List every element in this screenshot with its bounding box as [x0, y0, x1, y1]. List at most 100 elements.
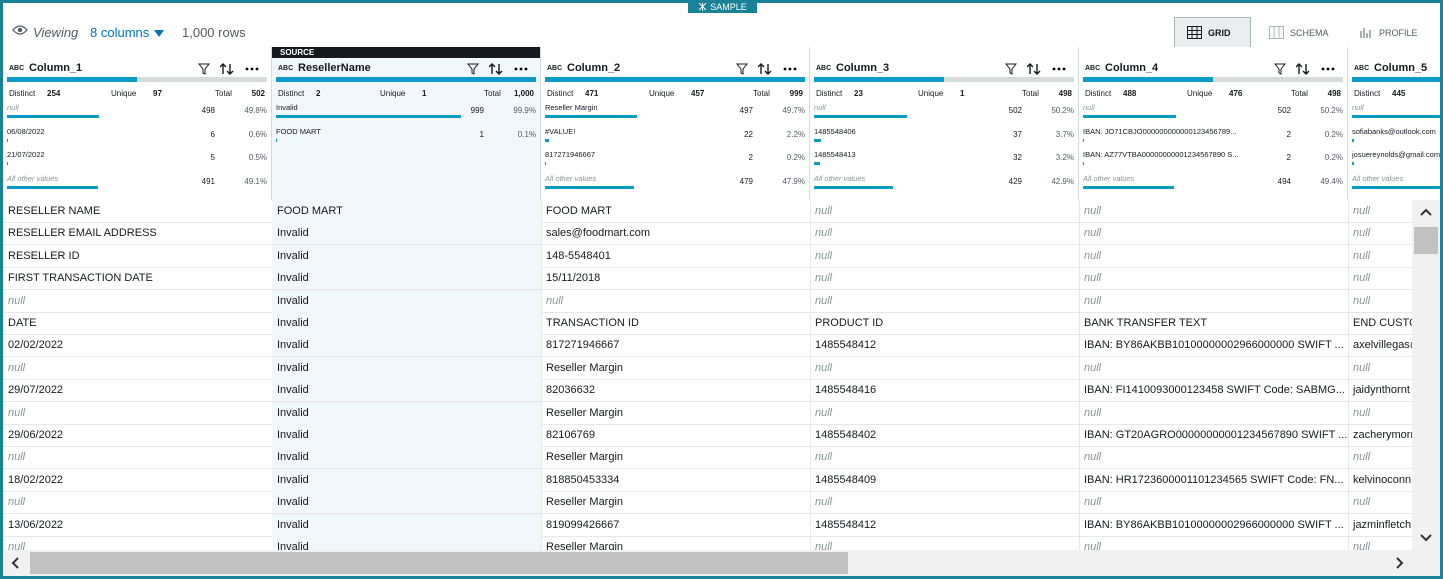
grid-cell: sales@foodmart.com: [541, 222, 811, 245]
sort-button[interactable]: [758, 63, 772, 75]
dropdown-caret: [154, 29, 165, 37]
column-type: ABC: [278, 65, 294, 72]
rows-count: 1,000 rows: [182, 25, 246, 40]
column-name: Column_3: [836, 62, 890, 74]
column-name: Column_5: [1374, 62, 1428, 74]
stat-value: 23: [854, 89, 863, 98]
stat-label: Unique: [1187, 89, 1213, 98]
scroll-up[interactable]: [1420, 208, 1432, 216]
top-value-bar: [1352, 138, 1354, 142]
grid-cell: 29/06/2022: [3, 424, 273, 446]
grid-cell: null: [3, 289, 273, 312]
grid-cell: 82036632: [541, 379, 811, 402]
horizontal-scrollbar[interactable]: [3, 550, 1440, 576]
source-label: SOURCE: [272, 47, 540, 58]
top-value-count: 429: [1008, 176, 1022, 186]
grid-cell: Reseller Margin: [541, 446, 811, 469]
completeness-bar: [1352, 77, 1440, 82]
grid-cell: kelvinoconn: [1348, 469, 1412, 491]
more-button[interactable]: [783, 63, 797, 75]
grid-cell: null: [1079, 289, 1349, 312]
stat-value: 445: [1392, 89, 1406, 98]
grid-cell: null: [1079, 401, 1349, 424]
more-button[interactable]: [1321, 63, 1335, 75]
grid-cell: null: [1079, 356, 1349, 379]
completeness-fill: [7, 77, 137, 82]
stat-value: 488: [1123, 89, 1137, 98]
grid-cell: Invalid: [272, 312, 542, 334]
grid-cell: null: [1079, 200, 1349, 222]
top-value-label: null: [7, 103, 19, 112]
more-button[interactable]: [514, 63, 528, 75]
columns-dropdown[interactable]: 8 columns: [90, 25, 165, 40]
grid-row: 02/02/2022 Invalid 817271946667 1485548412 I…: [3, 334, 1412, 358]
column-type: ABC: [547, 65, 563, 72]
sort-button[interactable]: [489, 63, 503, 75]
column-header: ABC Column_2 Distinct 471 Unique 457 Total 999 R…: [541, 47, 810, 200]
grid-cell: IBAN: GT20AGRO00000000001234567890 SWIFT…: [1079, 424, 1349, 446]
scroll-right[interactable]: [1396, 557, 1404, 569]
grid-cell: null: [1079, 536, 1349, 550]
vertical-scrollbar[interactable]: [1412, 200, 1440, 550]
filter-button[interactable]: [467, 63, 481, 75]
stat-label: Total: [484, 89, 501, 98]
top-value-label: Invalid: [276, 103, 298, 112]
grid-row: null Invalid Reseller Margin null null null: [3, 491, 1412, 515]
filter-button[interactable]: [198, 63, 212, 75]
profile-view-button[interactable]: PROFILE: [1348, 17, 1438, 48]
top-value-percent: 0.6%: [248, 129, 267, 139]
top-value-label: 1485548406: [814, 126, 856, 136]
top-value-label: null: [814, 103, 826, 112]
column-name: ResellerName: [298, 62, 371, 74]
stat-value: 1: [960, 89, 965, 98]
top-value-count: 502: [1277, 106, 1291, 115]
vertical-thumb[interactable]: [1414, 227, 1438, 254]
grid-cell: 1485548412: [810, 334, 1080, 357]
grid-cell: null: [541, 289, 811, 312]
viewing-label: Viewing: [33, 25, 79, 40]
filter-button[interactable]: [1274, 63, 1288, 75]
grid-cell: null: [1348, 446, 1412, 468]
sort-button[interactable]: [1296, 63, 1310, 75]
filter-button[interactable]: [1005, 63, 1019, 75]
completeness-fill: [1083, 77, 1213, 82]
grid-cell: null: [1079, 446, 1349, 469]
top-value-percent: 50.2%: [1051, 106, 1074, 115]
horizontal-thumb[interactable]: [30, 552, 848, 574]
grid-cell: Invalid: [272, 267, 542, 290]
grid-view-button[interactable]: GRID: [1174, 17, 1251, 48]
top-value-bar: [814, 115, 907, 118]
top-value-percent: 0.1%: [517, 129, 536, 139]
scroll-down[interactable]: [1420, 534, 1432, 542]
grid-row: RESELLER ID Invalid 148-5548401 null null nul…: [3, 244, 1412, 268]
grid-cell: null: [810, 536, 1080, 550]
grid-cell: null: [1079, 267, 1349, 290]
grid-cell: null: [3, 446, 273, 469]
sort-button[interactable]: [1027, 63, 1041, 75]
top-value-label: 06/08/2022: [7, 126, 45, 136]
grid-cell: IBAN: FI1410093000123458 SWIFT Code: SAB…: [1079, 379, 1349, 402]
grid-cell: Invalid: [272, 536, 542, 550]
sample-icon: [698, 3, 707, 11]
top-value-label: All other values: [814, 173, 866, 183]
sort-button[interactable]: [220, 63, 234, 75]
grid-cell: Invalid: [272, 424, 542, 446]
grid-cell: Reseller Margin: [541, 401, 811, 424]
schema-view-button[interactable]: SCHEMA: [1257, 17, 1342, 48]
grid-row: 29/06/2022 Invalid 82106769 1485548402 IBAN:…: [3, 424, 1412, 447]
grid-cell: null: [810, 267, 1080, 290]
more-button[interactable]: [1052, 63, 1066, 75]
top-value-count: 999: [470, 106, 484, 115]
top-value-label: All other values: [1083, 173, 1135, 183]
top-value-bar: [276, 115, 461, 118]
more-button[interactable]: [245, 63, 259, 75]
stat-label: Distinct: [1085, 89, 1112, 98]
grid-row: RESELLER NAME FOOD MART FOOD MART null null n…: [3, 200, 1412, 223]
filter-button[interactable]: [736, 63, 750, 75]
top-value-label: IBAN: JO71CBJO000000000000123456789...: [1083, 126, 1237, 136]
top-value-percent: 50.2%: [1320, 106, 1343, 115]
top-value-label: null: [1352, 103, 1364, 112]
top-value-count: 494: [1277, 176, 1291, 186]
scroll-left[interactable]: [11, 557, 19, 569]
schema-label: SCHEMA: [1290, 27, 1329, 38]
